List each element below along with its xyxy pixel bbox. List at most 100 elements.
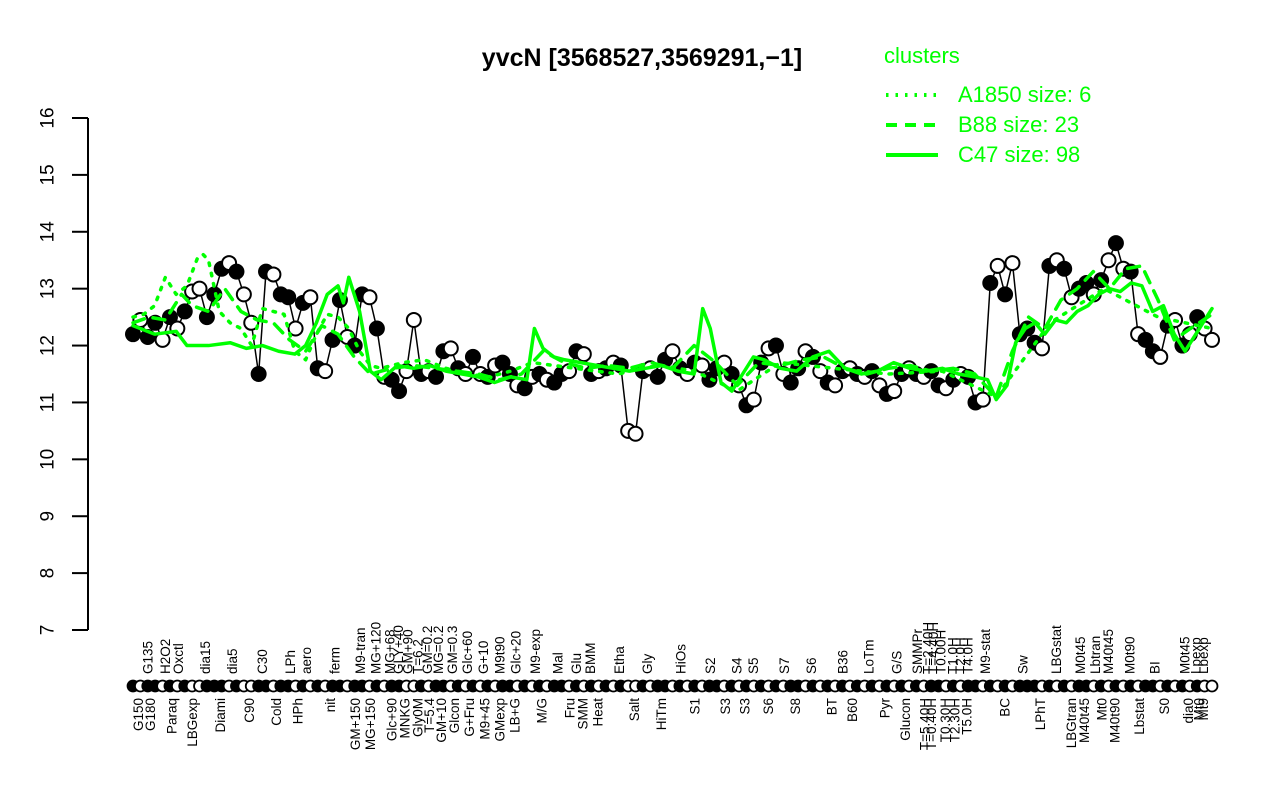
legend-header: clusters <box>884 43 960 68</box>
condition-label-top: Lpexp <box>1188 637 1203 674</box>
condition-label-top: S2 <box>703 657 718 674</box>
condition-label-bottom: G+Fru <box>462 698 477 737</box>
condition-label-bottom: nit <box>323 698 338 713</box>
condition-label-bottom: S3 <box>737 698 752 715</box>
condition-label-bottom: LPhT <box>1033 698 1048 730</box>
open-point <box>287 320 304 337</box>
filled-point <box>368 320 385 337</box>
condition-label-bottom: HPh <box>291 698 306 724</box>
open-point <box>664 343 681 360</box>
condition-label-top: T=2.40H <box>921 622 936 674</box>
open-point <box>745 391 762 408</box>
condition-label-top: S4 <box>730 657 745 674</box>
rug-point <box>1205 679 1219 693</box>
filled-point <box>391 383 408 400</box>
open-point <box>974 391 991 408</box>
legend-label-a1850: A1850 size: 6 <box>958 82 1092 107</box>
condition-label-top: T4.0H <box>961 637 976 674</box>
condition-label-top: C30 <box>255 649 270 674</box>
open-point <box>1152 348 1169 365</box>
condition-label-top: MG+68 <box>382 629 397 674</box>
plot-title: yvcN [3568527,3569291,−1] <box>481 44 803 72</box>
condition-label-top: Glc+60 <box>460 631 475 674</box>
condition-label-top: Gly <box>640 654 655 675</box>
filled-point <box>228 263 245 280</box>
y-tick-label: 14 <box>38 221 59 243</box>
y-tick-label: 10 <box>38 449 59 470</box>
open-point <box>627 425 644 442</box>
filled-point <box>1107 235 1124 252</box>
condition-label-top: GM=0.3 <box>445 626 460 674</box>
y-tick-label: 15 <box>38 164 59 185</box>
condition-label-bottom: LB+G <box>507 698 522 733</box>
condition-label-bottom: Glcon <box>447 698 462 733</box>
y-tick-label: 13 <box>38 278 59 299</box>
condition-label-top: GLY+40 <box>391 625 406 674</box>
condition-label-bottom: S1 <box>688 698 703 715</box>
y-tick-label: 11 <box>38 393 59 413</box>
open-point <box>886 383 903 400</box>
filled-point <box>1056 260 1073 277</box>
legend: clusters A1850 size: 6 B88 size: 23 C47 … <box>884 44 1091 170</box>
open-point <box>265 266 282 283</box>
condition-label-bottom: S6 <box>761 698 776 715</box>
condition-label-bottom: T=0.40H <box>924 698 939 750</box>
cluster-line-c47 <box>131 275 1214 402</box>
condition-label-bottom: T=5.4 <box>422 698 437 733</box>
condition-label-top: M0t90 <box>1122 636 1137 674</box>
condition-label-top: Etha <box>612 646 627 674</box>
condition-label-bottom: Heat <box>591 698 606 727</box>
condition-label-top: GM=0.2 <box>420 626 435 674</box>
condition-label-top: Sw <box>1016 655 1031 674</box>
condition-label-bottom: Mt9 <box>1196 698 1211 721</box>
condition-label-bottom: T=5.40H <box>917 698 932 750</box>
condition-label-bottom: Paraq <box>164 698 179 734</box>
condition-label-bottom: MNKG <box>397 698 412 739</box>
condition-label-top: S5 <box>746 657 761 674</box>
condition-label-bottom: G150 <box>131 698 146 731</box>
open-point <box>442 340 459 357</box>
condition-label-top: M9t90 <box>492 636 507 674</box>
condition-label-bottom: Mt0 <box>1094 698 1109 721</box>
condition-label-top: S6 <box>804 657 819 674</box>
condition-label-bottom: S8 <box>788 698 803 715</box>
filled-point <box>428 368 445 385</box>
condition-label-top: B36 <box>835 650 850 674</box>
condition-label-bottom: Cold <box>269 698 284 726</box>
condition-label-top: ferm <box>327 647 342 674</box>
condition-label-bottom: Salt <box>627 698 642 722</box>
open-point <box>827 377 844 394</box>
open-point <box>1034 340 1051 357</box>
condition-label-bottom: T2.30H <box>948 698 963 742</box>
condition-label-bottom: T0.30H <box>938 698 953 742</box>
condition-label-bottom: LBGtran <box>1064 698 1079 748</box>
y-tick-label: 9 <box>38 511 59 522</box>
condition-label-top: SMMPr <box>910 629 925 675</box>
condition-label-bottom: BT <box>825 698 840 715</box>
filled-point <box>464 348 481 365</box>
filled-point <box>1137 331 1154 348</box>
condition-label-top: Oxctl <box>171 643 186 674</box>
condition-label-bottom: Fru <box>562 698 577 718</box>
condition-label-top: M0t45 <box>1178 636 1193 674</box>
condition-label-top: Glu <box>569 653 584 674</box>
condition-label-bottom: Glc+90 <box>384 698 399 741</box>
condition-label-top: M9-stat <box>978 629 993 674</box>
condition-label-top: M40t45 <box>1101 629 1116 674</box>
solid-line-icon <box>886 153 938 157</box>
condition-label-bottom: B60 <box>845 698 860 722</box>
open-point <box>1004 255 1021 272</box>
open-point <box>989 257 1006 274</box>
open-point <box>361 289 378 306</box>
condition-label-top: G135 <box>141 641 156 674</box>
condition-rug <box>126 679 1219 693</box>
condition-label-bottom: MG+150 <box>363 698 378 750</box>
filled-point <box>280 289 297 306</box>
condition-label-bottom: Pyr <box>878 697 893 718</box>
condition-label-top: BI <box>1147 661 1162 674</box>
condition-label-bottom: Lbstat <box>1132 698 1147 735</box>
legend-item-b88: B88 size: 23 <box>884 110 1091 140</box>
condition-label-bottom: Mt0 <box>1192 698 1207 721</box>
condition-label-top: LoTm <box>861 639 876 674</box>
